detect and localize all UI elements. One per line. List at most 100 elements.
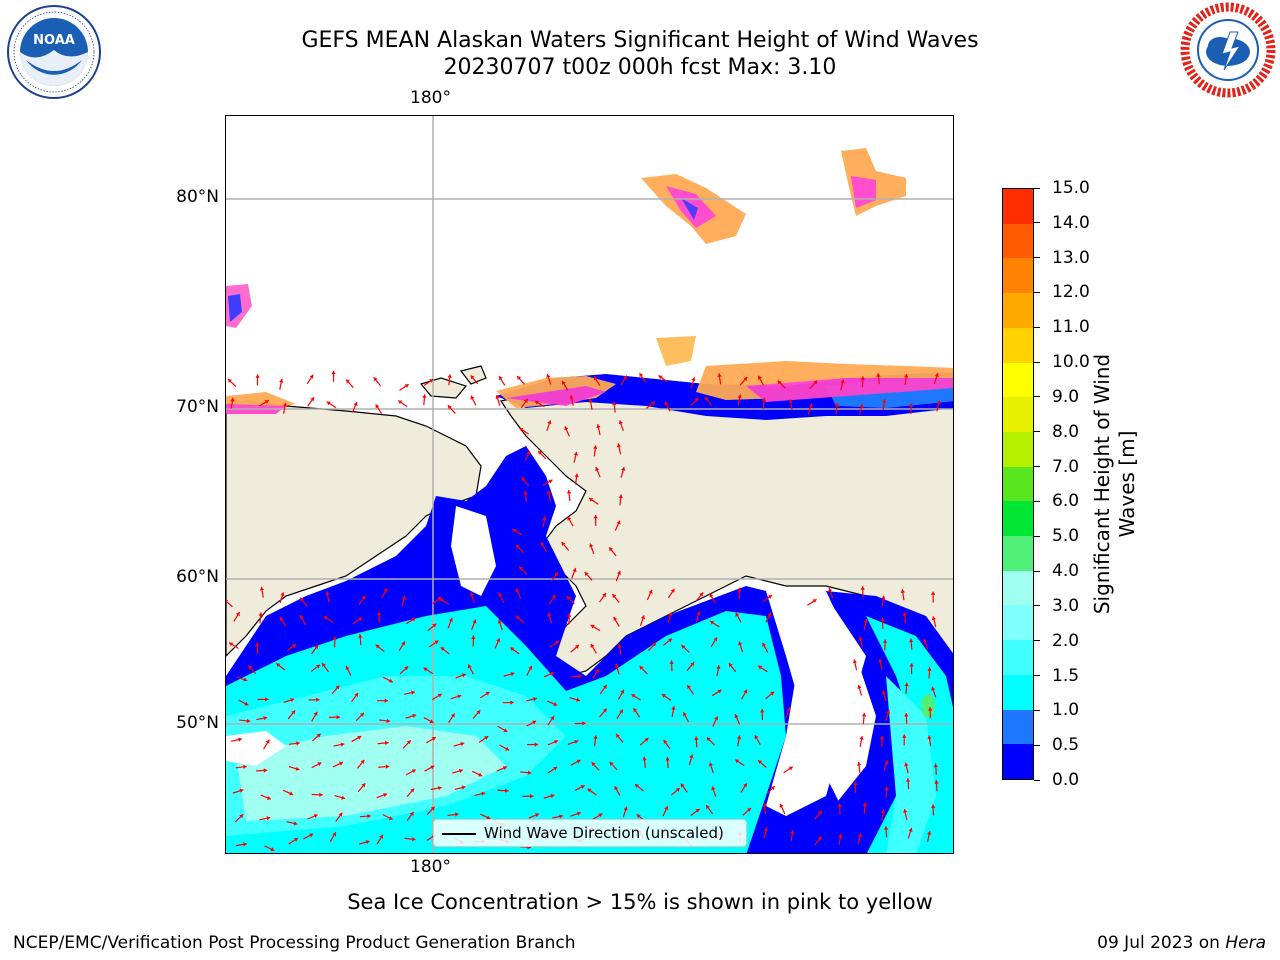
wave-arrow-head <box>469 592 474 597</box>
wave-arrow-head <box>447 374 452 378</box>
wave-arrow-head <box>547 420 552 425</box>
wave-arrow-head <box>316 697 320 702</box>
wave-arrow-head <box>675 788 680 792</box>
wave-arrow-head <box>761 397 767 402</box>
chart-subtitle: 20230707 t00z 000h fcst Max: 3.10 <box>443 55 837 80</box>
wave-arrow-head <box>770 786 775 790</box>
wave-arrow-head <box>857 684 862 689</box>
wave-arrow-head <box>365 840 370 845</box>
wave-arrow-head <box>818 810 822 815</box>
wave-arrow-head <box>747 807 751 812</box>
wave-arrow-head <box>255 374 260 378</box>
wave-arrow-head <box>738 641 743 646</box>
colorbar-label: Significant Height of Wind Waves [m] <box>1090 353 1139 615</box>
wave-arrow-head <box>838 833 843 838</box>
wave-arrow-head <box>388 678 393 683</box>
wave-arrow-head <box>858 636 863 641</box>
wave-arrow-head <box>602 684 607 689</box>
wave-arrow-head <box>510 671 515 677</box>
colorbar-segment <box>1003 640 1033 675</box>
wave-arrow-head <box>264 400 269 404</box>
wave-arrow-head <box>708 762 713 767</box>
wave-arrow-head <box>353 402 358 406</box>
wave-arrow-head <box>582 721 586 726</box>
wave-arrow-head <box>478 772 483 777</box>
colorbar-tick-mark <box>1034 257 1040 259</box>
wave-arrow-head <box>290 698 295 703</box>
wave-arrow-head <box>575 644 579 649</box>
wave-arrow-head <box>699 592 704 597</box>
wave-arrow-head <box>551 594 556 599</box>
wave-arrow-head <box>561 542 566 547</box>
wave-arrow-head <box>497 619 502 624</box>
wave-arrow-head <box>567 516 572 521</box>
colorbar-tick-label: 0.0 <box>1052 770 1080 790</box>
wave-arrow-head <box>631 694 636 698</box>
colorbar-tick-mark <box>1034 361 1040 363</box>
wave-arrow-head <box>927 735 932 740</box>
wave-arrow-head <box>620 689 625 694</box>
wave-arrow-head <box>422 394 427 398</box>
wave-arrow-head <box>598 813 603 818</box>
wave-arrow-head <box>447 405 452 410</box>
wave-arrow-head <box>496 638 501 643</box>
wave-arrow-head <box>548 479 553 484</box>
wave-arrow-head <box>623 806 628 811</box>
wave-arrow-head <box>695 808 700 813</box>
wave-arrow-head <box>691 377 696 382</box>
wave-arrow-head <box>880 617 885 622</box>
wave-arrow-head <box>717 689 722 694</box>
wave-arrow-head <box>339 761 343 766</box>
wave-arrow-head <box>564 426 569 431</box>
wave-arrow-head <box>736 735 742 740</box>
wave-arrow-head <box>345 666 350 670</box>
wave-arrow-head <box>279 617 284 622</box>
wave-arrow-head <box>902 734 907 738</box>
wave-arrow-head <box>904 682 909 687</box>
colorbar-segment <box>1003 397 1033 432</box>
wave-arrow-head <box>779 803 784 808</box>
colorbar-segment <box>1003 258 1033 294</box>
colorbar-segment <box>1003 536 1033 571</box>
wave-arrow-head <box>658 375 663 380</box>
wave-arrow-head <box>503 728 508 732</box>
colorbar-tick-mark <box>1034 640 1040 642</box>
legend-label: Wind Wave Direction (unscaled) <box>484 824 724 842</box>
wave-arrow-head <box>689 754 694 759</box>
wave-arrow-head <box>904 712 909 717</box>
wave-arrow-head <box>634 784 639 788</box>
wave-arrow-head <box>554 641 559 645</box>
wave-arrow-head <box>554 739 559 744</box>
wave-arrow-head <box>315 664 320 669</box>
wave-arrow-head <box>510 700 514 705</box>
wave-arrow-head <box>578 674 582 679</box>
wave-arrow-head <box>668 638 673 643</box>
nws-logo-icon <box>1180 2 1276 98</box>
wave-arrow-head <box>358 617 363 622</box>
wave-arrow-head <box>530 794 534 799</box>
map-panel: Wind Wave Direction (unscaled) <box>225 115 954 854</box>
wave-arrow-head <box>927 831 932 835</box>
wave-arrow-head <box>857 833 863 838</box>
wave-arrow-head <box>900 589 905 593</box>
wave-arrow-head <box>516 544 520 549</box>
wave-arrow-head <box>432 623 437 628</box>
footer-date: 09 Jul 2023 on Hera <box>1097 933 1266 953</box>
wave-arrow-head <box>375 404 380 409</box>
wave-arrow-head <box>472 619 477 624</box>
wave-arrow-head <box>519 427 524 432</box>
wave-arrow-head <box>902 612 908 616</box>
wave-arrow-head <box>498 592 503 597</box>
wave-arrow-head <box>550 716 555 721</box>
wave-arrow-head <box>379 834 383 839</box>
wave-arrow-head <box>573 451 578 456</box>
wave-arrow-head <box>376 611 382 616</box>
colorbar-tick-label: 15.0 <box>1052 178 1090 198</box>
wave-arrow-head <box>644 737 649 742</box>
wave-arrow-head <box>593 445 598 450</box>
wave-arrow-head <box>786 707 791 712</box>
wave-arrow-head <box>322 662 326 667</box>
wave-arrow-head <box>540 542 545 547</box>
wave-arrow-head <box>856 762 862 766</box>
colorbar-tick-mark <box>1034 222 1040 224</box>
